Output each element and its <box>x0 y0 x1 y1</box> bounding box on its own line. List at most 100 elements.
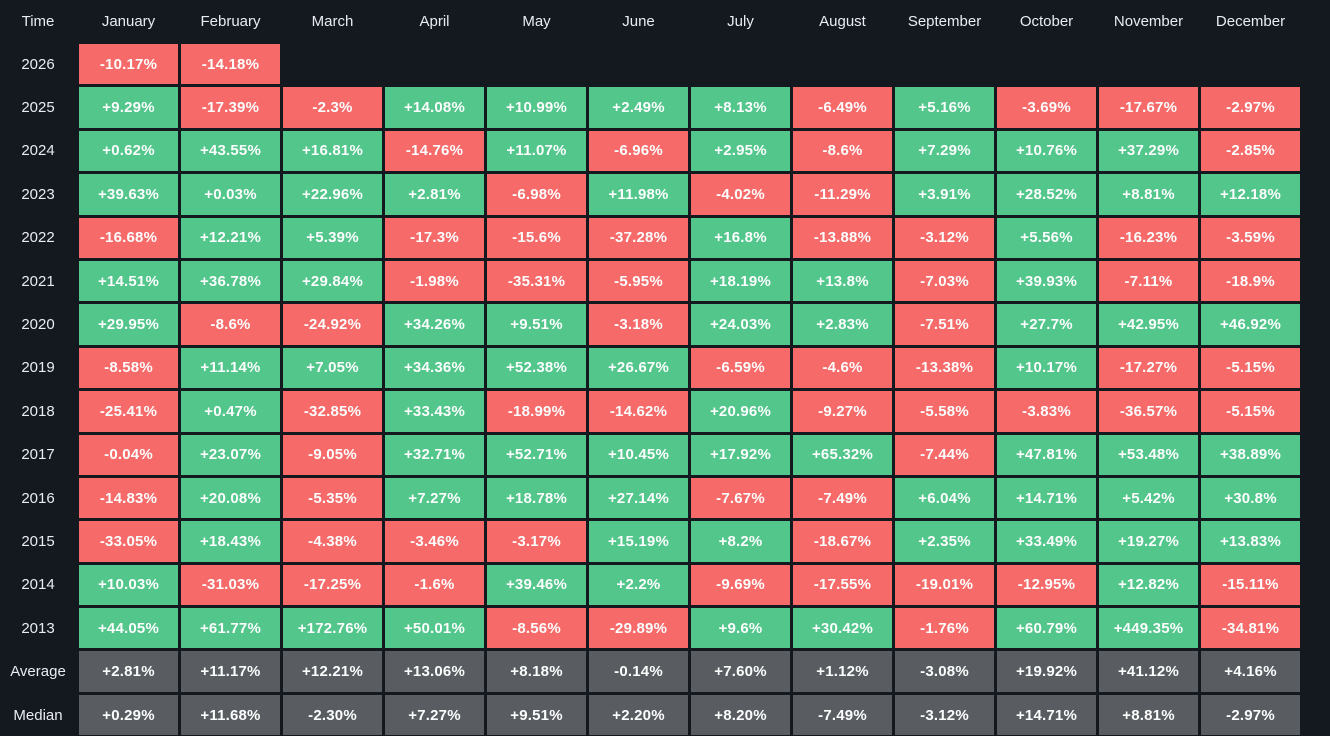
cell-median-february: +11.68% <box>181 694 280 736</box>
cell-2015-may: -3.17% <box>487 521 586 562</box>
cell-2019-july: -6.59% <box>691 347 790 389</box>
cell-2013-february: +61.77% <box>181 608 280 649</box>
column-header-july: July <box>727 12 754 30</box>
cell-2019-june: +26.67% <box>589 347 688 389</box>
cell-2022-november: -16.23% <box>1099 217 1198 258</box>
cell-2021-june: -5.95% <box>589 260 688 302</box>
cell-median-november: +8.81% <box>1099 694 1198 736</box>
cell-2025-june: +2.49% <box>589 87 688 128</box>
cell-2020-march: -24.92% <box>283 304 382 345</box>
cell-2021-january: +14.51% <box>79 260 178 302</box>
cell-2026-november <box>1099 44 1198 84</box>
cell-average-january: +2.81% <box>79 651 178 692</box>
cell-2023-october: +28.52% <box>997 174 1096 215</box>
cell-2014-may: +39.46% <box>487 564 586 606</box>
cell-2015-february: +18.43% <box>181 521 280 562</box>
cell-2023-march: +22.96% <box>283 174 382 215</box>
cell-2019-january: -8.58% <box>79 347 178 389</box>
cell-median-july: +8.20% <box>691 694 790 736</box>
cell-2016-april: +7.27% <box>385 477 484 519</box>
cell-2020-february: -8.6% <box>181 304 280 345</box>
cell-2017-august: +65.32% <box>793 434 892 475</box>
cell-2019-november: -17.27% <box>1099 347 1198 389</box>
cell-2018-september: -5.58% <box>895 391 994 432</box>
cell-2014-march: -17.25% <box>283 564 382 606</box>
cell-2020-october: +27.7% <box>997 304 1096 345</box>
cell-2022-may: -15.6% <box>487 217 586 258</box>
cell-2022-august: -13.88% <box>793 217 892 258</box>
cell-2019-december: -5.15% <box>1201 347 1300 389</box>
cell-2013-june: -29.89% <box>589 608 688 649</box>
cell-2016-may: +18.78% <box>487 477 586 519</box>
cell-2017-january: -0.04% <box>79 434 178 475</box>
cell-median-december: -2.97% <box>1201 694 1300 736</box>
row-label-2026: 2026 <box>21 55 55 73</box>
cell-2018-january: -25.41% <box>79 391 178 432</box>
cell-2024-december: -2.85% <box>1201 130 1300 172</box>
cell-2018-march: -32.85% <box>283 391 382 432</box>
cell-2025-october: -3.69% <box>997 87 1096 128</box>
cell-2013-may: -8.56% <box>487 608 586 649</box>
cell-2017-july: +17.92% <box>691 434 790 475</box>
row-label-2024: 2024 <box>21 142 55 160</box>
cell-2025-november: -17.67% <box>1099 87 1198 128</box>
cell-median-may: +9.51% <box>487 694 586 736</box>
cell-2022-october: +5.56% <box>997 217 1096 258</box>
cell-2017-february: +23.07% <box>181 434 280 475</box>
cell-2020-september: -7.51% <box>895 304 994 345</box>
cell-2020-november: +42.95% <box>1099 304 1198 345</box>
cell-2018-july: +20.96% <box>691 391 790 432</box>
cell-2026-february: -14.18% <box>181 44 280 85</box>
cell-2021-september: -7.03% <box>895 260 994 302</box>
cell-average-june: -0.14% <box>589 651 688 692</box>
cell-2017-december: +38.89% <box>1201 434 1300 475</box>
cell-2014-june: +2.2% <box>589 564 688 606</box>
cell-2013-july: +9.6% <box>691 608 790 649</box>
cell-2014-january: +10.03% <box>79 564 178 606</box>
cell-2019-may: +52.38% <box>487 347 586 389</box>
cell-2024-august: -8.6% <box>793 130 892 172</box>
cell-2021-march: +29.84% <box>283 260 382 302</box>
cell-2016-october: +14.71% <box>997 477 1096 519</box>
column-header-may: May <box>522 12 551 30</box>
column-header-december: December <box>1215 12 1286 30</box>
row-label-2022: 2022 <box>21 229 55 247</box>
row-label-2021: 2021 <box>21 272 55 290</box>
row-label-median: Median <box>13 706 63 724</box>
cell-2025-may: +10.99% <box>487 87 586 128</box>
cell-2014-february: -31.03% <box>181 564 280 606</box>
cell-2014-april: -1.6% <box>385 564 484 606</box>
cell-2018-april: +33.43% <box>385 391 484 432</box>
row-label-2015: 2015 <box>21 532 55 550</box>
cell-average-february: +11.17% <box>181 651 280 692</box>
cell-2013-december: -34.81% <box>1201 608 1300 649</box>
cell-2016-march: -5.35% <box>283 477 382 519</box>
cell-2026-june <box>589 44 688 84</box>
cell-2024-june: -6.96% <box>589 130 688 172</box>
cell-2018-october: -3.83% <box>997 391 1096 432</box>
cell-2023-may: -6.98% <box>487 174 586 215</box>
cell-2024-september: +7.29% <box>895 130 994 172</box>
cell-2015-january: -33.05% <box>79 521 178 562</box>
cell-2019-august: -4.6% <box>793 347 892 389</box>
cell-2023-january: +39.63% <box>79 174 178 215</box>
cell-2016-september: +6.04% <box>895 477 994 519</box>
cell-2022-february: +12.21% <box>181 217 280 258</box>
cell-2026-december <box>1201 44 1300 84</box>
cell-2024-january: +0.62% <box>79 130 178 172</box>
cell-2025-september: +5.16% <box>895 87 994 128</box>
cell-2022-january: -16.68% <box>79 217 178 258</box>
cell-2014-july: -9.69% <box>691 564 790 606</box>
cell-2018-december: -5.15% <box>1201 391 1300 432</box>
row-label-average: Average <box>10 663 66 681</box>
row-label-2017: 2017 <box>21 446 55 464</box>
cell-2017-march: -9.05% <box>283 434 382 475</box>
column-header-october: October <box>1019 12 1074 30</box>
cell-2021-february: +36.78% <box>181 260 280 302</box>
cell-2020-june: -3.18% <box>589 304 688 345</box>
cell-2025-august: -6.49% <box>793 87 892 128</box>
column-header-march: March <box>311 12 354 30</box>
cell-2024-march: +16.81% <box>283 130 382 172</box>
column-header-september: September <box>907 12 982 30</box>
